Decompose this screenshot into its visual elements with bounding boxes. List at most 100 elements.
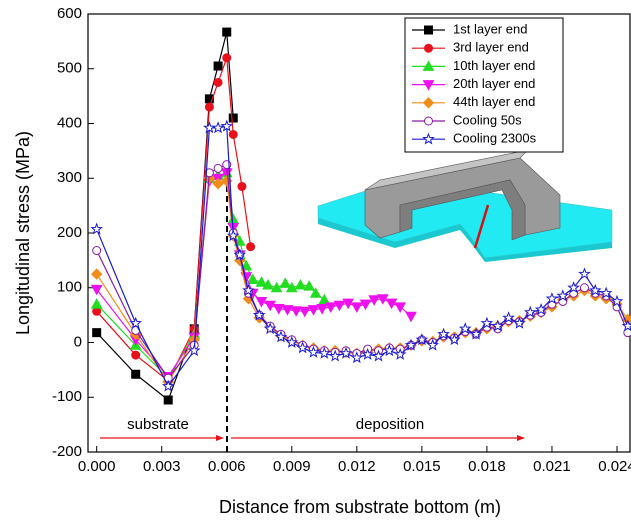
point xyxy=(131,350,141,360)
point xyxy=(426,338,440,351)
point xyxy=(307,305,320,316)
point xyxy=(92,328,102,338)
point xyxy=(228,113,238,123)
point xyxy=(376,294,389,305)
point xyxy=(203,121,216,134)
legend-label: 3rd layer end xyxy=(453,40,529,55)
point xyxy=(385,298,398,310)
point xyxy=(513,316,526,329)
point xyxy=(213,77,223,87)
legend-label: 20th layer end xyxy=(453,76,535,91)
legend-label: 44th layer end xyxy=(453,94,535,109)
x-tick-label: 0.003 xyxy=(143,458,181,475)
point xyxy=(567,281,580,294)
point xyxy=(480,316,494,329)
point xyxy=(307,345,320,358)
substrate-arrowhead xyxy=(216,435,224,441)
point xyxy=(621,319,631,332)
point xyxy=(90,284,103,296)
point xyxy=(237,181,247,191)
point xyxy=(298,306,311,318)
point xyxy=(242,283,255,296)
point xyxy=(272,304,285,315)
x-tick-label: 0.006 xyxy=(208,458,246,475)
point xyxy=(204,168,214,178)
point xyxy=(263,322,277,335)
y-tick-label: 300 xyxy=(57,169,82,186)
series xyxy=(90,119,631,392)
series xyxy=(90,166,331,383)
point xyxy=(579,283,589,293)
point xyxy=(290,306,302,317)
point xyxy=(339,346,353,359)
point xyxy=(187,344,201,357)
series-line xyxy=(96,57,252,382)
point xyxy=(318,293,331,305)
point xyxy=(368,295,381,306)
point xyxy=(333,300,346,312)
y-tick-label: -100 xyxy=(52,388,82,405)
x-tick-label: 0.000 xyxy=(78,458,116,475)
point xyxy=(422,80,435,91)
point xyxy=(491,319,505,332)
point xyxy=(131,369,141,379)
point xyxy=(383,344,396,357)
point xyxy=(227,213,240,224)
point xyxy=(422,132,435,145)
point xyxy=(90,268,103,280)
point xyxy=(255,276,268,287)
point xyxy=(255,296,268,308)
x-tick-label: 0.012 xyxy=(338,458,376,475)
point xyxy=(469,327,483,340)
point xyxy=(350,302,363,313)
point xyxy=(316,304,328,315)
point xyxy=(303,280,315,291)
y-axis-label: Longitudinal stress (MPa) xyxy=(13,131,33,335)
annotation: substrate xyxy=(127,416,189,433)
point xyxy=(222,53,232,63)
x-tick-label: 0.018 xyxy=(468,458,506,475)
point xyxy=(213,61,223,71)
y-tick-label: 200 xyxy=(57,224,82,241)
point xyxy=(262,278,274,290)
point xyxy=(342,298,355,310)
point xyxy=(246,273,259,285)
point xyxy=(448,333,461,346)
point xyxy=(422,60,435,71)
point xyxy=(281,305,294,316)
x-axis-label: Distance from substrate bottom (m) xyxy=(219,497,501,517)
point xyxy=(545,292,559,305)
point xyxy=(252,308,266,321)
point xyxy=(296,341,309,354)
point xyxy=(599,286,613,299)
point xyxy=(324,302,337,313)
legend-label: 10th layer end xyxy=(453,58,535,73)
point xyxy=(405,311,417,323)
point xyxy=(212,178,224,190)
y-tick-label: 100 xyxy=(57,279,82,296)
x-tick-label: 0.021 xyxy=(533,458,571,475)
series-line xyxy=(96,31,234,401)
point xyxy=(424,116,433,126)
point xyxy=(589,283,602,296)
point xyxy=(163,395,173,405)
point xyxy=(129,316,142,329)
point xyxy=(437,327,450,340)
point xyxy=(161,379,175,392)
point xyxy=(424,43,433,53)
point xyxy=(246,242,256,252)
point xyxy=(328,349,342,362)
point xyxy=(220,119,234,132)
deposition-arrowhead xyxy=(517,435,525,441)
point xyxy=(90,298,103,309)
point xyxy=(502,311,515,324)
point xyxy=(393,347,407,360)
x-tick-label: 0.024 xyxy=(598,458,631,475)
point xyxy=(279,277,292,288)
point xyxy=(270,281,283,293)
point xyxy=(213,163,223,173)
point xyxy=(404,338,418,351)
y-tick-label: 500 xyxy=(57,60,82,77)
series-line xyxy=(96,171,325,380)
